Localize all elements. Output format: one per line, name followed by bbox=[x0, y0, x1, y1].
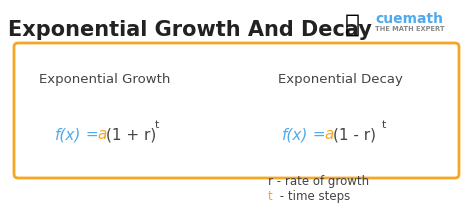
Text: =: = bbox=[81, 127, 103, 142]
FancyBboxPatch shape bbox=[14, 44, 459, 178]
Text: a: a bbox=[324, 127, 333, 142]
Text: t: t bbox=[155, 119, 159, 129]
Text: THE MATH EXPERT: THE MATH EXPERT bbox=[375, 26, 445, 32]
Text: a: a bbox=[97, 127, 106, 142]
Text: cuemath: cuemath bbox=[375, 12, 443, 26]
Text: - time steps: - time steps bbox=[276, 190, 350, 202]
Text: Exponential Decay: Exponential Decay bbox=[278, 73, 402, 86]
Text: Exponential Growth: Exponential Growth bbox=[39, 73, 171, 86]
Text: (1 - r): (1 - r) bbox=[333, 127, 376, 142]
Text: r - rate of growth: r - rate of growth bbox=[268, 175, 369, 188]
Text: (1 + r): (1 + r) bbox=[106, 127, 156, 142]
Text: =: = bbox=[308, 127, 330, 142]
Text: 🚀: 🚀 bbox=[345, 13, 360, 37]
Text: t: t bbox=[382, 119, 386, 129]
Text: f(x): f(x) bbox=[55, 127, 82, 142]
Text: t: t bbox=[268, 190, 273, 202]
Text: f(x): f(x) bbox=[282, 127, 309, 142]
Text: Exponential Growth And Decay: Exponential Growth And Decay bbox=[8, 20, 372, 40]
